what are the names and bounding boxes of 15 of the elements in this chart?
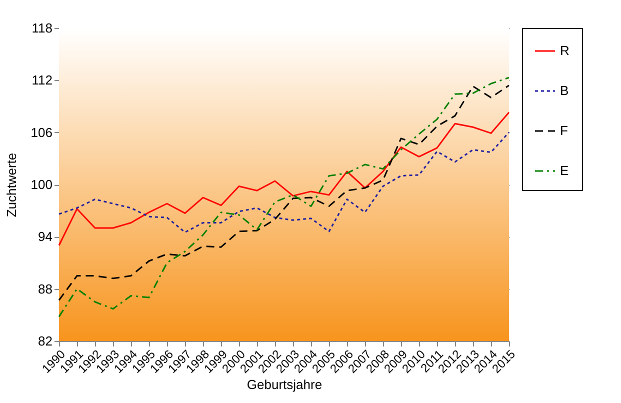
y-tick-label: 100 <box>30 177 52 192</box>
legend-label: E <box>560 163 569 178</box>
x-axis-title: Geburtsjahre <box>246 377 322 392</box>
legend-label: F <box>560 123 568 138</box>
line-series <box>58 132 510 234</box>
y-tick-label: 88 <box>38 281 52 296</box>
y-tick-label: 118 <box>32 20 52 36</box>
y-axis-title: Zuchtwerte <box>4 152 19 218</box>
line-series <box>58 112 510 246</box>
y-tick-label: 82 <box>38 334 52 348</box>
y-tick-label: 112 <box>32 72 52 88</box>
legend-label: B <box>560 83 569 98</box>
y-tick-label: 94 <box>38 229 52 244</box>
y-tick-label: 106 <box>30 124 52 140</box>
legend-label: R <box>560 43 570 58</box>
